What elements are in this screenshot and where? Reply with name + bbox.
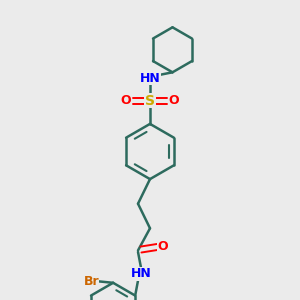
Text: O: O: [121, 94, 131, 107]
Text: S: S: [145, 94, 155, 108]
Text: O: O: [158, 240, 168, 253]
Text: O: O: [169, 94, 179, 107]
Text: HN: HN: [131, 267, 152, 280]
Text: HN: HN: [140, 72, 160, 85]
Text: Br: Br: [83, 275, 99, 288]
